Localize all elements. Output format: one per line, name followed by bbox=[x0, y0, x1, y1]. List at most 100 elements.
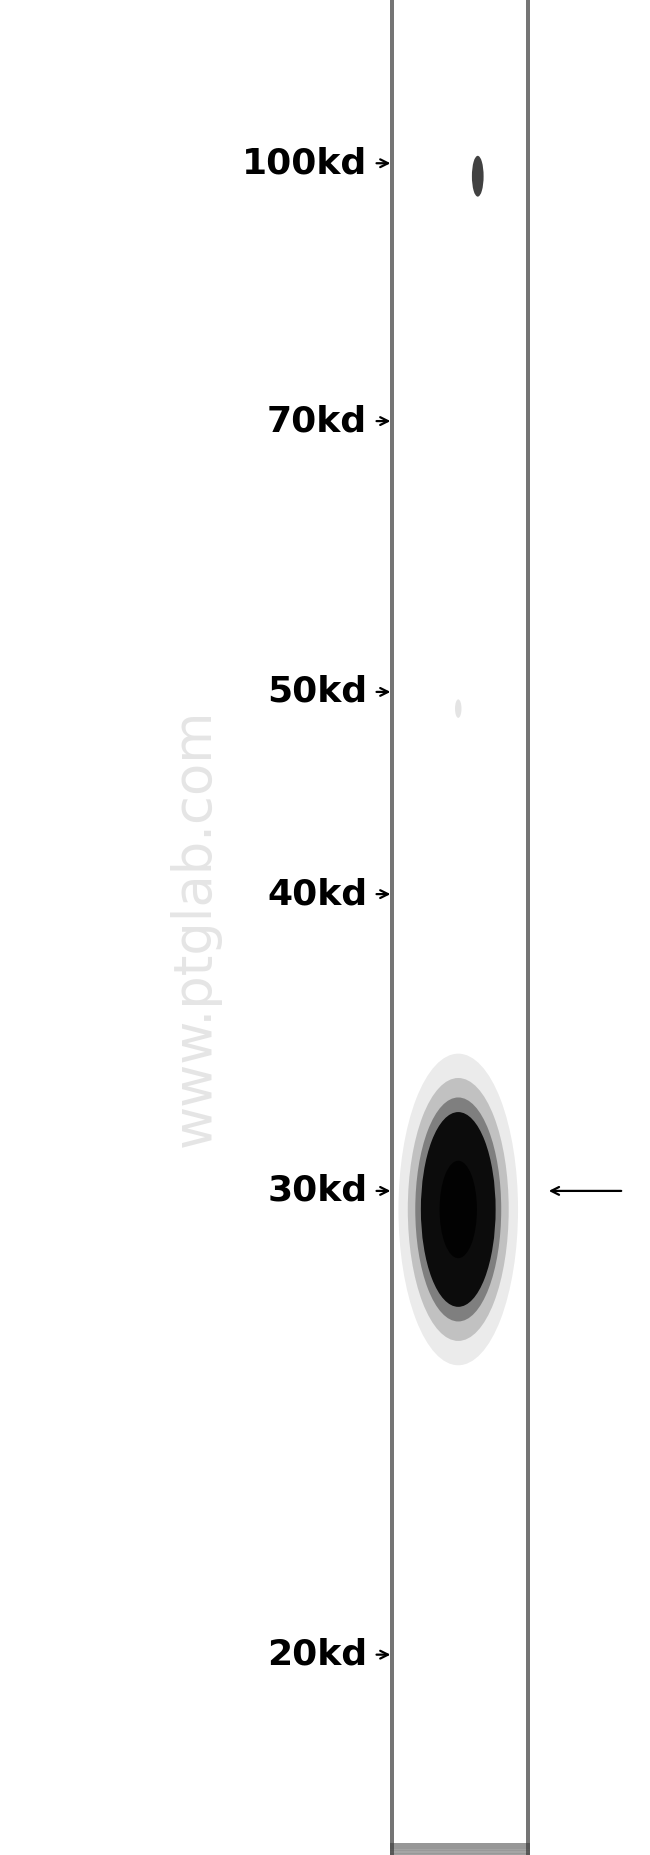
Bar bbox=[390, 1846, 530, 1851]
Bar bbox=[390, 1846, 530, 1853]
Bar bbox=[390, 1844, 530, 1849]
Bar bbox=[390, 1842, 530, 1849]
Bar bbox=[390, 1844, 530, 1849]
Bar bbox=[390, 1844, 530, 1849]
Bar bbox=[390, 1844, 530, 1849]
Bar bbox=[390, 1848, 530, 1853]
Bar bbox=[390, 1846, 530, 1851]
Bar bbox=[390, 1848, 530, 1853]
Bar bbox=[390, 1844, 530, 1849]
Bar bbox=[390, 1849, 530, 1855]
Bar bbox=[390, 1848, 530, 1853]
Bar bbox=[390, 1844, 530, 1851]
Bar bbox=[390, 1844, 530, 1851]
Bar bbox=[390, 1844, 530, 1849]
Bar bbox=[390, 1844, 530, 1851]
Bar bbox=[390, 1848, 530, 1855]
Bar bbox=[390, 1849, 530, 1855]
Bar bbox=[390, 1848, 530, 1853]
Bar bbox=[390, 1848, 530, 1855]
Bar bbox=[390, 1848, 530, 1855]
Bar bbox=[390, 1844, 530, 1849]
Bar bbox=[390, 1849, 530, 1855]
Bar bbox=[390, 1848, 530, 1853]
Bar bbox=[390, 1844, 530, 1849]
Bar bbox=[390, 1846, 530, 1851]
Bar bbox=[390, 1844, 530, 1849]
Bar bbox=[390, 1848, 530, 1853]
Bar bbox=[390, 1849, 530, 1855]
Bar bbox=[390, 1848, 530, 1853]
Bar bbox=[390, 1846, 530, 1853]
Bar bbox=[390, 1846, 530, 1851]
Bar bbox=[390, 1848, 530, 1855]
Bar bbox=[390, 1848, 530, 1853]
Bar bbox=[390, 1844, 530, 1851]
Bar bbox=[390, 1846, 530, 1851]
Bar bbox=[390, 1842, 530, 1849]
Bar bbox=[390, 1844, 530, 1849]
Ellipse shape bbox=[472, 156, 484, 197]
Bar bbox=[390, 1848, 530, 1853]
Bar bbox=[390, 1848, 530, 1853]
Bar bbox=[390, 1844, 530, 1849]
Bar bbox=[390, 1848, 530, 1855]
Bar bbox=[390, 1846, 530, 1851]
Bar bbox=[390, 1846, 530, 1851]
Bar bbox=[390, 1846, 530, 1851]
Bar bbox=[390, 1844, 530, 1849]
Bar bbox=[390, 1846, 530, 1851]
Bar bbox=[390, 1846, 530, 1851]
Bar bbox=[390, 1844, 530, 1849]
Bar bbox=[390, 1844, 530, 1849]
Bar bbox=[390, 1846, 530, 1853]
Bar bbox=[390, 1848, 530, 1855]
Bar bbox=[390, 1846, 530, 1851]
Bar bbox=[390, 1844, 530, 1851]
Bar bbox=[390, 1848, 530, 1853]
Bar bbox=[390, 1848, 530, 1853]
Bar bbox=[390, 1848, 530, 1855]
Bar bbox=[390, 1844, 530, 1849]
Bar bbox=[390, 1849, 530, 1855]
Bar bbox=[390, 1846, 530, 1851]
Bar bbox=[390, 1849, 530, 1855]
Bar bbox=[390, 1844, 530, 1851]
Bar bbox=[390, 1844, 530, 1849]
Bar bbox=[390, 1846, 530, 1851]
Bar bbox=[390, 1846, 530, 1851]
Bar bbox=[390, 1846, 530, 1851]
Bar bbox=[390, 1846, 530, 1851]
Text: 100kd: 100kd bbox=[242, 147, 367, 180]
Bar bbox=[390, 1846, 530, 1853]
Bar bbox=[390, 1848, 530, 1853]
Bar bbox=[390, 1844, 530, 1849]
Bar bbox=[390, 1844, 530, 1849]
Bar bbox=[390, 1846, 530, 1851]
Bar bbox=[390, 1842, 530, 1849]
Bar bbox=[390, 1849, 530, 1855]
Bar bbox=[390, 1848, 530, 1853]
Bar bbox=[390, 1842, 530, 1849]
Bar bbox=[390, 1842, 530, 1849]
Bar bbox=[390, 1848, 530, 1853]
Bar bbox=[390, 1844, 530, 1849]
Bar bbox=[390, 1844, 530, 1849]
Bar bbox=[390, 1844, 530, 1849]
Bar bbox=[390, 1848, 530, 1853]
Bar bbox=[390, 1848, 530, 1853]
Bar bbox=[390, 1846, 530, 1851]
Bar bbox=[390, 1848, 530, 1855]
Bar bbox=[390, 1848, 530, 1853]
Bar bbox=[390, 1844, 530, 1851]
Bar bbox=[390, 1844, 530, 1849]
Bar bbox=[390, 1848, 530, 1853]
Bar bbox=[390, 1846, 530, 1851]
Bar bbox=[390, 1848, 530, 1853]
Bar bbox=[390, 1844, 530, 1851]
Bar bbox=[390, 1848, 530, 1853]
Bar bbox=[390, 1848, 530, 1853]
Bar bbox=[390, 1844, 530, 1849]
Bar bbox=[390, 1848, 530, 1853]
Ellipse shape bbox=[398, 1054, 518, 1365]
